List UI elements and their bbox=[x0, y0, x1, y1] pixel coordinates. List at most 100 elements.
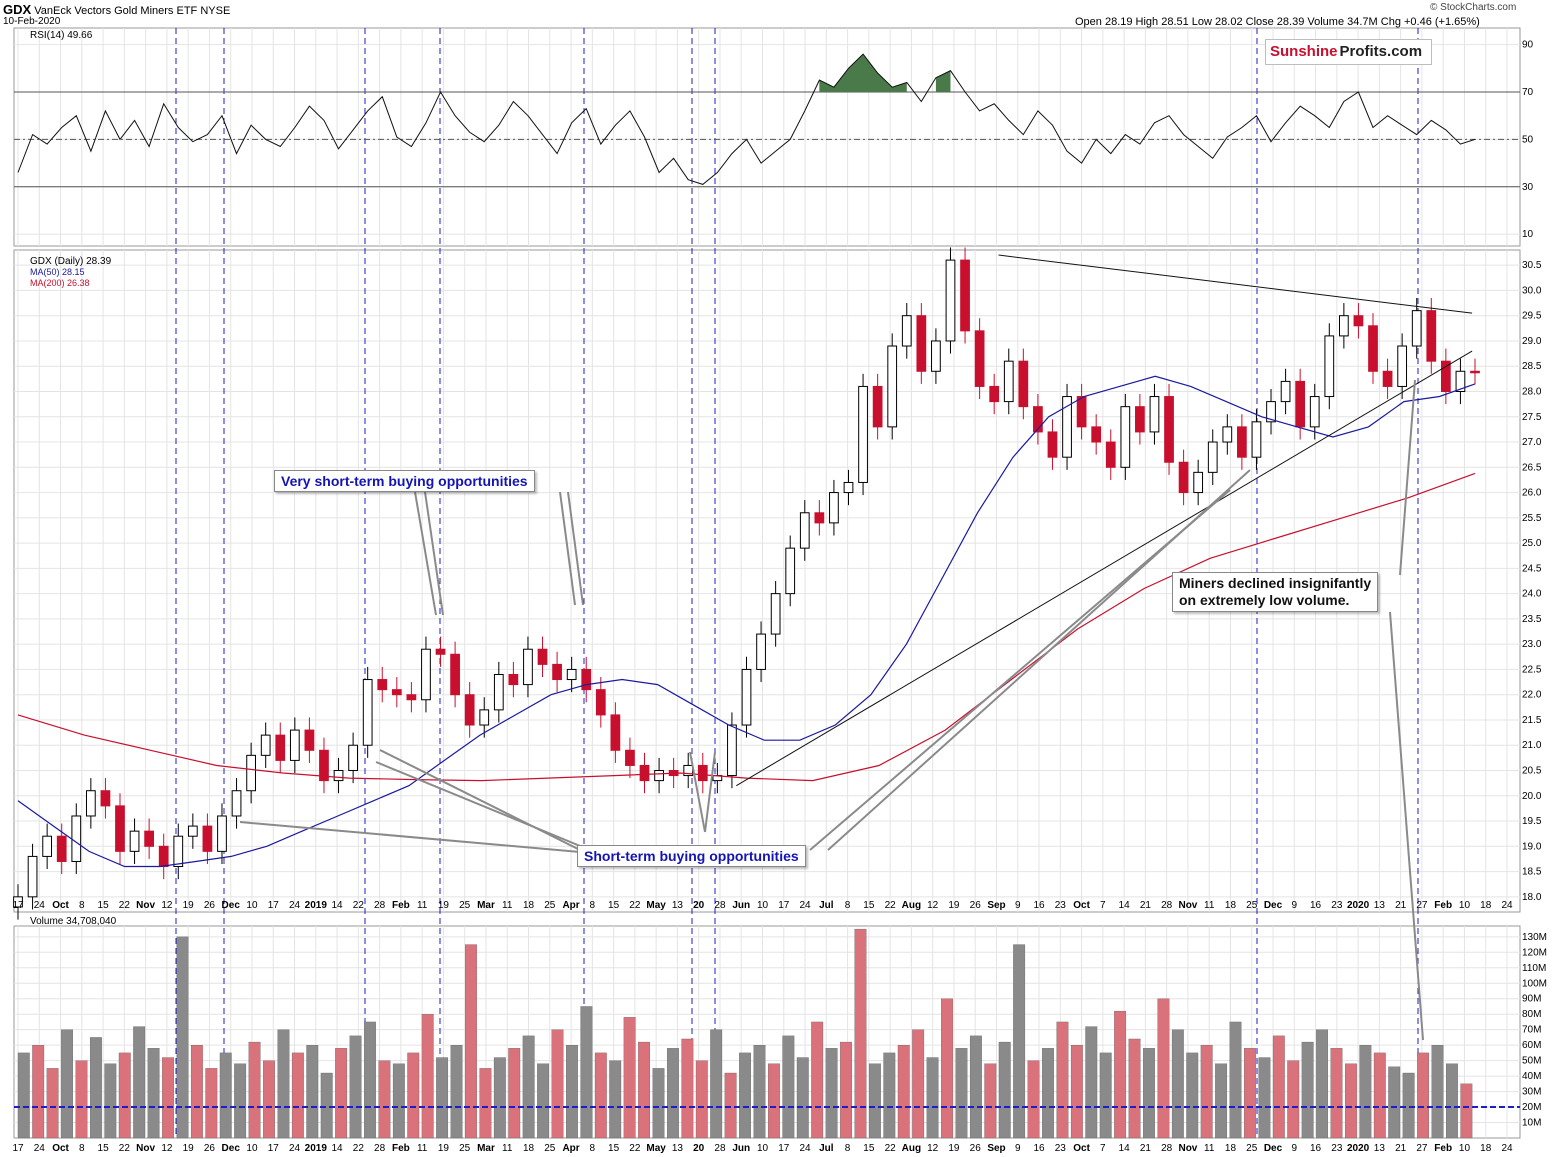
volume-y-tick: 70M bbox=[1522, 1025, 1541, 1036]
volume-bar bbox=[364, 1021, 376, 1139]
rsi-y-tick: 10 bbox=[1522, 229, 1534, 240]
volume-bar bbox=[739, 1052, 751, 1139]
callout-pointer bbox=[239, 821, 581, 853]
price-y-tick: 22.0 bbox=[1522, 690, 1542, 701]
price-y-tick: 23.0 bbox=[1522, 639, 1542, 650]
x-tick-label: 18 bbox=[1225, 900, 1237, 911]
volume-bar bbox=[854, 928, 867, 1139]
x-tick-label: 28 bbox=[1161, 900, 1173, 911]
volume-bar bbox=[1287, 1060, 1300, 1139]
price-y-tick: 26.5 bbox=[1522, 462, 1542, 473]
x-tick-label: 18 bbox=[1480, 900, 1492, 911]
price-candle bbox=[537, 648, 548, 665]
x-tick-label: Nov bbox=[1178, 900, 1197, 911]
x-tick-label: 22 bbox=[629, 1143, 641, 1154]
volume-bar bbox=[897, 1045, 910, 1139]
volume-bar bbox=[767, 1063, 780, 1139]
x-tick-label: 10 bbox=[246, 1143, 258, 1154]
volume-bar bbox=[190, 1045, 203, 1139]
volume-bar bbox=[1244, 1048, 1256, 1139]
price-candle bbox=[858, 385, 868, 483]
volume-bar bbox=[1128, 1038, 1141, 1139]
volume-bar bbox=[1215, 1063, 1228, 1139]
volume-bar bbox=[17, 1052, 30, 1139]
volume-bar bbox=[392, 1063, 405, 1139]
x-tick-label: 7 bbox=[1100, 900, 1106, 911]
price-y-tick: 22.5 bbox=[1522, 664, 1542, 675]
ma200-line bbox=[17, 472, 1476, 782]
volume-bar bbox=[912, 1029, 925, 1139]
x-tick-label: 2020 bbox=[1347, 1143, 1370, 1154]
x-tick-label: 9 bbox=[1292, 900, 1298, 911]
x-tick-label: 12 bbox=[161, 1143, 173, 1154]
x-tick-label: Jul bbox=[819, 900, 834, 911]
volume-bar bbox=[1258, 1057, 1271, 1139]
price-candle bbox=[1382, 370, 1393, 387]
x-tick-label: 22 bbox=[119, 900, 131, 911]
x-tick-label: 14 bbox=[1119, 900, 1131, 911]
annotation-miners: Miners declined insignifantly on extreme… bbox=[1172, 572, 1379, 612]
price-candle bbox=[1324, 335, 1335, 398]
price-candle bbox=[697, 764, 708, 782]
callout-pointer bbox=[567, 491, 584, 606]
x-tick-label: 19 bbox=[948, 1143, 960, 1154]
x-tick-label: 15 bbox=[608, 1143, 620, 1154]
x-tick-label: 24 bbox=[34, 900, 46, 911]
volume-bar bbox=[984, 1063, 997, 1139]
callout-pointer bbox=[424, 491, 444, 616]
x-tick-label: 14 bbox=[1119, 1143, 1131, 1154]
x-tick-label: 16 bbox=[1033, 900, 1045, 911]
price-candle bbox=[1018, 360, 1029, 408]
price-y-tick: 28.5 bbox=[1522, 361, 1542, 372]
price-candle bbox=[741, 668, 752, 726]
price-candle bbox=[1076, 396, 1087, 428]
volume-bar bbox=[205, 1068, 218, 1139]
price-candle bbox=[814, 512, 825, 524]
volume-bar bbox=[753, 1045, 766, 1139]
rsi-line bbox=[17, 53, 1476, 185]
volume-bar bbox=[219, 1052, 232, 1139]
callout-pointer bbox=[809, 489, 1231, 851]
volume-bar bbox=[825, 1048, 838, 1139]
x-tick-label: 27 bbox=[1416, 1143, 1428, 1154]
volume-bar bbox=[1013, 944, 1026, 1139]
x-tick-label: 12 bbox=[161, 900, 173, 911]
x-tick-label: 12 bbox=[927, 1143, 939, 1154]
price-candle bbox=[799, 512, 810, 549]
price-candle bbox=[1207, 441, 1218, 473]
price-legend-ma50: MA(50) 28.15 bbox=[30, 267, 85, 277]
x-tick-label: 8 bbox=[845, 900, 851, 911]
volume-bar bbox=[263, 1060, 275, 1139]
price-candle bbox=[391, 689, 402, 696]
price-candle bbox=[1455, 370, 1466, 392]
price-candle bbox=[843, 481, 854, 494]
x-tick-label: 19 bbox=[438, 1143, 450, 1154]
volume-bar bbox=[969, 1035, 982, 1139]
x-tick-label: 2019 bbox=[305, 900, 328, 911]
x-tick-label: Mar bbox=[477, 1143, 495, 1154]
x-tick-label: 26 bbox=[204, 900, 216, 911]
x-tick-label: 25 bbox=[544, 1143, 556, 1154]
price-candle bbox=[1237, 426, 1247, 458]
price-candle bbox=[173, 835, 184, 868]
rsi-y-tick: 90 bbox=[1522, 40, 1534, 51]
price-panel-frame bbox=[13, 249, 1521, 913]
volume-y-tick: 10M bbox=[1522, 1118, 1541, 1129]
volume-bar bbox=[1171, 1029, 1184, 1139]
volume-y-tick: 30M bbox=[1522, 1087, 1541, 1098]
rsi-y-tick: 50 bbox=[1522, 134, 1534, 145]
price-candle bbox=[581, 668, 592, 691]
price-y-tick: 19.5 bbox=[1522, 816, 1542, 827]
x-tick-label: 13 bbox=[1374, 900, 1386, 911]
x-tick-label: 16 bbox=[1310, 1143, 1322, 1154]
x-tick-label: Oct bbox=[52, 1143, 69, 1154]
price-candle bbox=[1091, 426, 1102, 443]
volume-bar bbox=[32, 1045, 45, 1139]
x-tick-label: 10 bbox=[246, 900, 258, 911]
x-tick-label: Feb bbox=[392, 900, 410, 911]
rsi-y-tick: 70 bbox=[1522, 87, 1534, 98]
x-tick-label: 8 bbox=[79, 1143, 85, 1154]
price-candle bbox=[493, 673, 504, 711]
x-tick-label: 23 bbox=[1331, 1143, 1343, 1154]
volume-y-tick: 100M bbox=[1522, 978, 1547, 989]
